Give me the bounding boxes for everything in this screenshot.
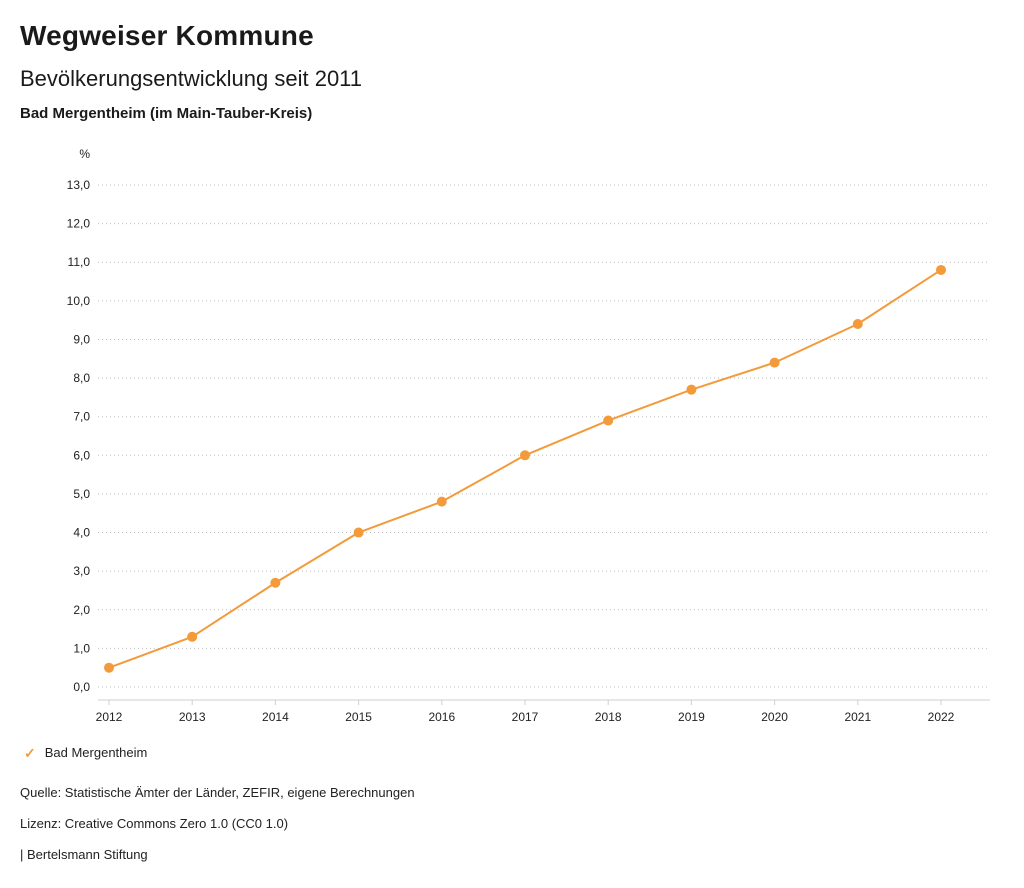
y-tick-label: 6,0 xyxy=(73,448,90,462)
source-text: Quelle: Statistische Ämter der Länder, Z… xyxy=(20,785,415,800)
data-point[interactable] xyxy=(520,450,530,461)
y-tick-label: 0,0 xyxy=(73,680,90,694)
data-point[interactable] xyxy=(686,384,697,395)
x-tick-label: 2012 xyxy=(96,710,123,724)
x-tick-label: 2014 xyxy=(262,710,289,724)
series-line xyxy=(108,268,942,669)
page-title: Wegweiser Kommune xyxy=(20,20,314,51)
data-point[interactable] xyxy=(936,264,946,275)
y-tick-label: 1,0 xyxy=(73,641,90,655)
x-tick-label: 2020 xyxy=(761,710,788,724)
data-point[interactable] xyxy=(187,631,198,642)
chart-title: Bevölkerungsentwicklung seit 2011 xyxy=(20,66,363,91)
y-tick-label: 5,0 xyxy=(73,487,90,501)
legend-item[interactable]: ✓ Bad Mergentheim xyxy=(24,745,147,760)
data-point[interactable] xyxy=(852,319,863,330)
y-axis-unit-label: % xyxy=(79,147,90,161)
y-tick-label: 7,0 xyxy=(73,410,90,424)
data-point[interactable] xyxy=(353,527,364,538)
data-point[interactable] xyxy=(436,496,447,507)
x-tick-label: 2016 xyxy=(428,710,455,724)
license-text: Lizenz: Creative Commons Zero 1.0 (CC0 1… xyxy=(20,816,289,831)
x-tick-label: 2021 xyxy=(844,710,871,724)
x-tick-label: 2022 xyxy=(928,710,955,724)
attribution-text: | Bertelsmann Stiftung xyxy=(20,847,148,862)
x-tick-label: 2019 xyxy=(678,710,705,724)
y-tick-label: 8,0 xyxy=(73,371,90,385)
population-line-chart: % 0,0 1,0 2,0 3,0 4,0 5,0 6,0 7,0 8,0 9,0 10,0 11,0 1… xyxy=(67,147,990,724)
x-tick-label: 2013 xyxy=(179,710,206,724)
data-point[interactable] xyxy=(769,357,780,368)
data-point[interactable] xyxy=(270,577,281,588)
legend-check-icon: ✓ xyxy=(24,744,36,761)
y-tick-label: 9,0 xyxy=(73,332,90,346)
chart-subtitle-location: Bad Mergentheim (im Main-Tauber-Kreis) xyxy=(20,105,313,122)
x-tick-label: 2015 xyxy=(345,710,372,724)
legend-label: Bad Mergentheim xyxy=(44,745,148,760)
y-tick-label: 11,0 xyxy=(68,255,91,269)
y-tick-label: 2,0 xyxy=(73,603,90,617)
y-tick-label: 4,0 xyxy=(73,526,90,540)
y-tick-label: 3,0 xyxy=(73,564,90,578)
y-tick-label: 13,0 xyxy=(67,178,91,192)
x-tick-label: 2018 xyxy=(595,710,622,724)
data-point[interactable] xyxy=(104,662,114,673)
data-point[interactable] xyxy=(603,415,614,426)
x-tick-label: 2017 xyxy=(512,710,539,724)
y-tick-label: 10,0 xyxy=(67,294,91,308)
y-tick-label: 12,0 xyxy=(67,217,91,231)
